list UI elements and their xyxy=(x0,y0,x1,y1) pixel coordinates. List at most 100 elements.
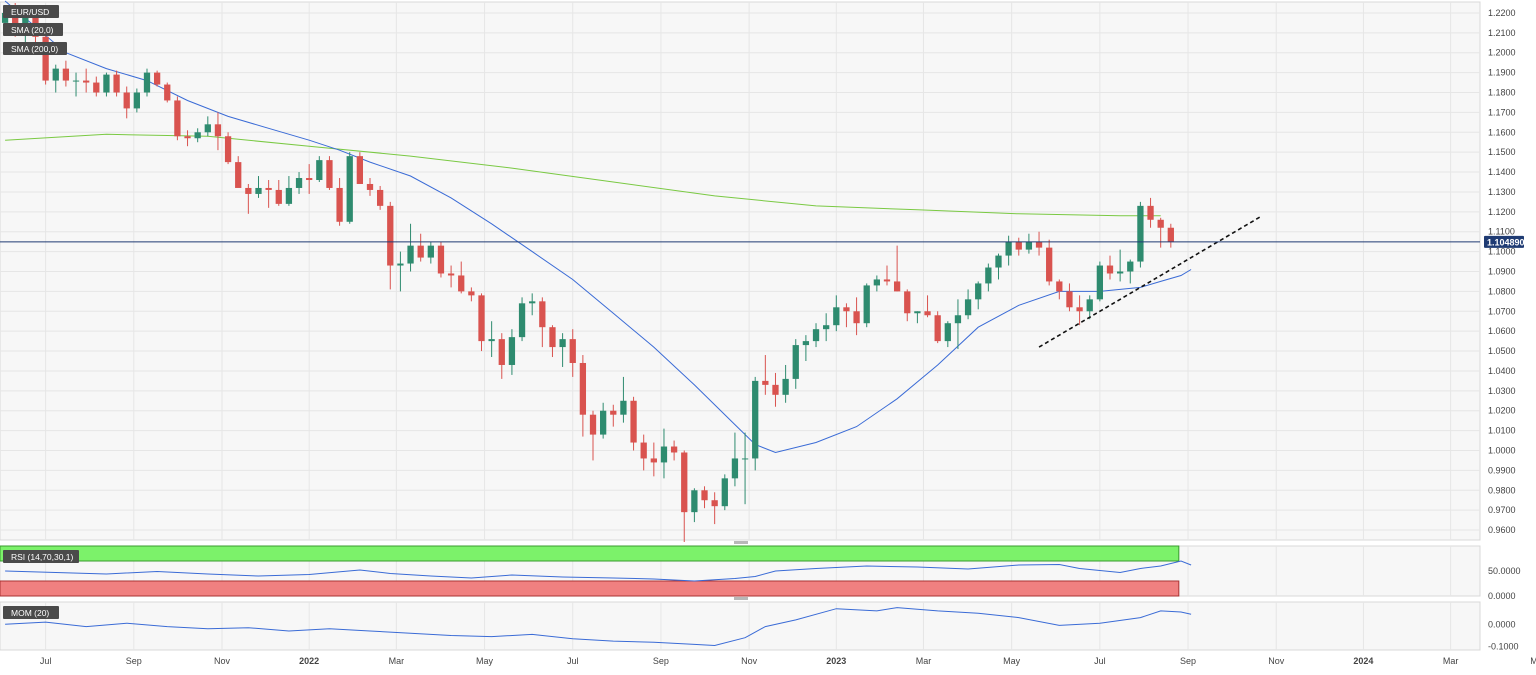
candle-body xyxy=(437,245,445,274)
candle-body xyxy=(549,327,556,348)
candle-body xyxy=(995,255,1002,268)
candle-body xyxy=(397,263,404,266)
candle-body xyxy=(174,100,181,137)
candle-body xyxy=(1137,205,1144,262)
x-tick-label: Jul xyxy=(40,656,52,666)
sma200-path xyxy=(5,133,1161,217)
candle-body xyxy=(904,291,911,314)
y-tick-label: 1.0100 xyxy=(1488,426,1516,436)
x-tick-label: Nov xyxy=(1268,656,1285,666)
y-tick-label: 1.1200 xyxy=(1488,207,1516,217)
candle-body xyxy=(224,136,232,163)
y-tick-label: 1.2200 xyxy=(1488,8,1516,18)
candle-body xyxy=(1157,219,1164,228)
last-price-line: 1.104890 xyxy=(0,235,1525,248)
mom-line xyxy=(5,607,1192,647)
candle-body xyxy=(153,72,161,85)
candle-body xyxy=(164,84,171,101)
candle-body xyxy=(1096,265,1104,300)
candle-body xyxy=(893,281,901,292)
x-tick-label: May xyxy=(1003,656,1021,666)
candle-body xyxy=(681,452,688,513)
symbol-label-bg xyxy=(3,5,59,18)
candle-body xyxy=(1015,241,1022,250)
rsi-tick-label: 0.0000 xyxy=(1488,591,1516,601)
candle-body xyxy=(914,311,921,314)
candle-body xyxy=(1116,271,1124,274)
y-tick-label: 1.0600 xyxy=(1488,326,1516,336)
mom-resize-handle xyxy=(734,597,748,600)
candle-body xyxy=(1167,227,1174,242)
y-tick-label: 1.0000 xyxy=(1488,445,1516,455)
x-tick-label: Sep xyxy=(1180,656,1196,666)
rsi-tick-label: 50.0000 xyxy=(1488,566,1521,576)
y-tick-label: 1.1300 xyxy=(1488,187,1516,197)
candle-body xyxy=(306,178,313,181)
candle-body xyxy=(133,92,140,109)
candle-body xyxy=(316,160,323,181)
y-tick-label: 1.0800 xyxy=(1488,286,1516,296)
candle-body xyxy=(610,410,617,415)
candle-body xyxy=(934,315,941,342)
candle-body xyxy=(245,187,252,194)
mom-plot-area xyxy=(0,601,1481,651)
candle-body xyxy=(731,458,739,479)
candle-body xyxy=(407,245,414,264)
candle-body xyxy=(559,339,566,348)
candle-body xyxy=(1086,299,1093,312)
candle-body xyxy=(701,490,708,501)
x-tick-label: Mar xyxy=(1443,656,1459,666)
y-tick-label: 1.1500 xyxy=(1488,147,1516,157)
candle-body xyxy=(873,279,880,286)
candle-body xyxy=(285,187,293,204)
rsi-overbought-zone xyxy=(0,545,1180,562)
candle-body xyxy=(488,339,495,342)
y-tick-label: 1.0700 xyxy=(1488,306,1516,316)
candle-body xyxy=(985,267,992,284)
candle-body xyxy=(539,301,546,328)
candle-body xyxy=(630,400,637,443)
candle-body xyxy=(782,378,789,395)
rsi-panel xyxy=(0,545,1192,597)
candle-body xyxy=(579,362,587,415)
symbol-label: EUR/USD xyxy=(11,7,49,17)
rsi-oversold-zone xyxy=(0,580,1180,597)
candle-body xyxy=(214,124,222,137)
candle-body xyxy=(62,68,70,81)
candle-body xyxy=(103,74,110,93)
candle-body xyxy=(711,500,718,507)
candle-body xyxy=(772,384,779,395)
candle-body xyxy=(1035,241,1043,248)
dashed-trendline xyxy=(1038,215,1263,348)
mom-tick-label: 0.0000 xyxy=(1488,619,1516,629)
candle-body xyxy=(964,299,972,316)
candle-body xyxy=(802,341,810,346)
y-tick-label: 1.0300 xyxy=(1488,386,1516,396)
candle-body xyxy=(833,307,840,326)
candle-body xyxy=(72,80,80,82)
y-tick-label: 1.2100 xyxy=(1488,28,1516,38)
x-tick-label: Mar xyxy=(916,656,932,666)
candles xyxy=(1,2,1174,542)
candle-body xyxy=(235,162,242,188)
candle-body xyxy=(823,325,830,330)
mom-label: MOM (20) xyxy=(11,608,49,618)
candle-body xyxy=(265,187,272,190)
y-tick-label: 1.2000 xyxy=(1488,48,1516,58)
candle-body xyxy=(650,458,657,463)
candle-body xyxy=(1066,291,1073,308)
candle-body xyxy=(1076,307,1083,312)
candle-body xyxy=(12,12,19,31)
sma200-label-bg xyxy=(3,42,67,55)
candle-body xyxy=(346,156,353,222)
candle-body xyxy=(741,458,749,460)
candle-body xyxy=(468,291,475,296)
candle-body xyxy=(691,490,698,513)
y-tick-label: 0.9800 xyxy=(1488,485,1516,495)
axes: 1.2200 1.2100 1.2000 1.1900 1.1800 1.1700 1.16… xyxy=(40,8,1536,666)
candle-body xyxy=(518,303,526,338)
candle-body xyxy=(295,178,303,188)
candle-body xyxy=(1046,247,1053,282)
indicator-labels: EUR/USD SMA (20,0) SMA (200,0) RSI (14,70,3… xyxy=(3,5,79,619)
